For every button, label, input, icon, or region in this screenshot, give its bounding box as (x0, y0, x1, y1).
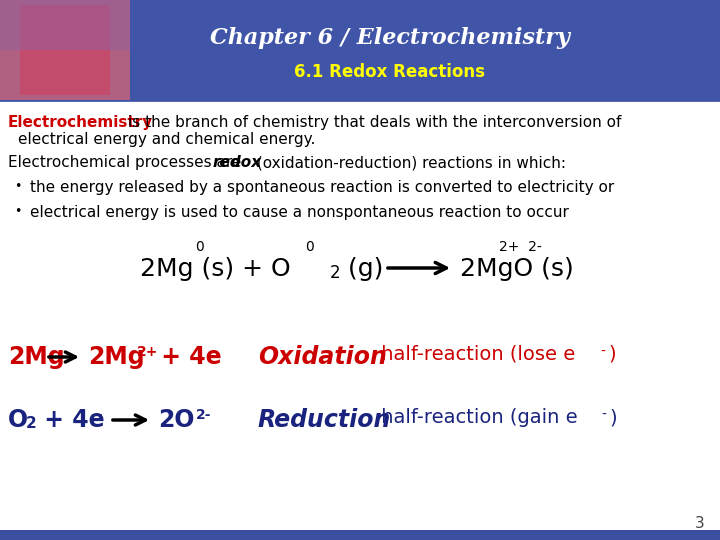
Text: redox: redox (213, 155, 262, 170)
Bar (0, 0, 130, 50)
Text: 2Mg: 2Mg (8, 345, 65, 369)
Bar (20, 5, 110, 95)
Text: 2+  2-: 2+ 2- (499, 240, 541, 254)
Text: O: O (8, 408, 28, 432)
Text: Chapter 6 / Electrochemistry: Chapter 6 / Electrochemistry (210, 27, 570, 49)
Text: Electrochemistry: Electrochemistry (8, 115, 153, 130)
Text: electrical energy is used to cause a nonspontaneous reaction to occur: electrical energy is used to cause a non… (30, 205, 569, 220)
Text: 2+: 2+ (137, 345, 158, 359)
Text: + 4e: + 4e (153, 345, 222, 369)
Text: 2Mg: 2Mg (88, 345, 145, 369)
Text: 2Mg (s) + O: 2Mg (s) + O (140, 257, 291, 281)
Text: 0: 0 (305, 240, 315, 254)
Text: 2MgO (s): 2MgO (s) (460, 257, 574, 281)
Text: Electrochemical processes are: Electrochemical processes are (8, 155, 246, 170)
Text: the energy released by a spontaneous reaction is converted to electricity or: the energy released by a spontaneous rea… (30, 180, 614, 195)
Text: -: - (96, 408, 102, 422)
Bar (0, 530, 720, 540)
Text: -: - (212, 345, 217, 359)
Text: -: - (600, 345, 605, 359)
Bar (0, 0, 130, 100)
Text: 2: 2 (26, 416, 37, 431)
Text: 6.1 Redox Reactions: 6.1 Redox Reactions (294, 63, 485, 81)
Text: (g): (g) (340, 257, 383, 281)
Text: •: • (14, 205, 22, 218)
Text: 2O: 2O (158, 408, 194, 432)
Text: Reduction: Reduction (258, 408, 392, 432)
Text: 3: 3 (696, 516, 705, 530)
Text: half-reaction (gain e: half-reaction (gain e (375, 408, 577, 427)
Text: •: • (14, 180, 22, 193)
Text: 0: 0 (196, 240, 204, 254)
Text: ): ) (608, 345, 616, 364)
Text: electrical energy and chemical energy.: electrical energy and chemical energy. (18, 132, 315, 147)
Text: 2: 2 (330, 264, 341, 282)
Bar (0, 0, 720, 100)
Text: (oxidation-reduction) reactions in which:: (oxidation-reduction) reactions in which… (252, 155, 566, 170)
Text: half-reaction (lose e: half-reaction (lose e (375, 345, 575, 364)
Text: ): ) (609, 408, 616, 427)
Text: + 4e: + 4e (36, 408, 104, 432)
Text: -: - (601, 408, 606, 422)
Text: Oxidation: Oxidation (258, 345, 387, 369)
Text: 2-: 2- (196, 408, 212, 422)
Text: is the branch of chemistry that deals with the interconversion of: is the branch of chemistry that deals wi… (128, 115, 621, 130)
